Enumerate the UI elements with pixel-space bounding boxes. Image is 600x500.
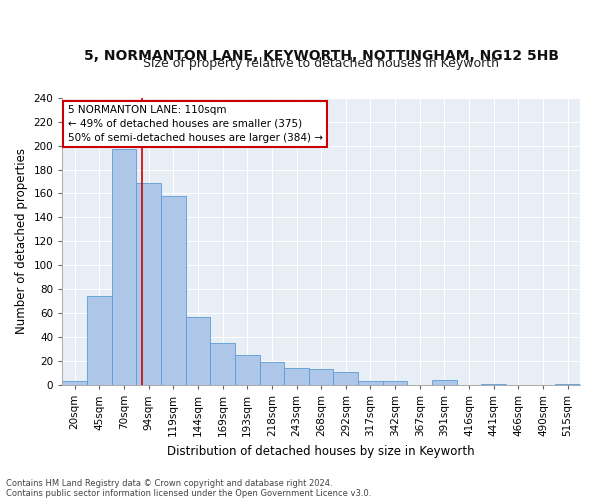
Bar	[358, 382, 383, 385]
Bar	[185, 317, 210, 385]
Y-axis label: Number of detached properties: Number of detached properties	[15, 148, 28, 334]
Bar	[334, 372, 358, 385]
Text: Contains public sector information licensed under the Open Government Licence v3: Contains public sector information licen…	[6, 488, 371, 498]
Bar	[112, 149, 136, 385]
Bar	[161, 196, 185, 385]
Title: Size of property relative to detached houses in Keyworth: Size of property relative to detached ho…	[143, 57, 499, 70]
Bar	[432, 380, 457, 385]
Text: Contains HM Land Registry data © Crown copyright and database right 2024.: Contains HM Land Registry data © Crown c…	[6, 478, 332, 488]
Bar	[383, 382, 407, 385]
Bar	[284, 368, 309, 385]
Bar	[260, 362, 284, 385]
Bar	[481, 384, 506, 385]
Bar	[235, 355, 260, 385]
Bar	[556, 384, 580, 385]
Bar	[309, 370, 334, 385]
Text: 5, NORMANTON LANE, KEYWORTH, NOTTINGHAM, NG12 5HB: 5, NORMANTON LANE, KEYWORTH, NOTTINGHAM,…	[83, 49, 559, 63]
Bar	[136, 182, 161, 385]
Bar	[62, 382, 87, 385]
Bar	[210, 343, 235, 385]
Text: 5 NORMANTON LANE: 110sqm
← 49% of detached houses are smaller (375)
50% of semi-: 5 NORMANTON LANE: 110sqm ← 49% of detach…	[68, 105, 323, 143]
X-axis label: Distribution of detached houses by size in Keyworth: Distribution of detached houses by size …	[167, 444, 475, 458]
Bar	[87, 296, 112, 385]
